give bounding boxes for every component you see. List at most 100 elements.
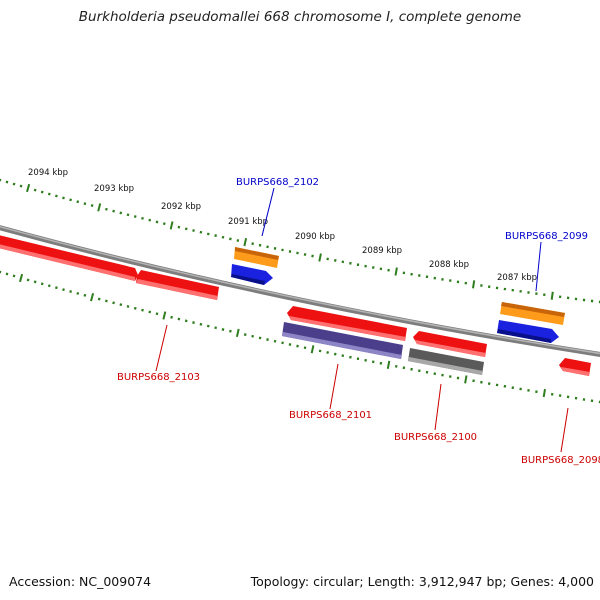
minor-tick — [141, 216, 144, 220]
cds-arrow — [497, 320, 559, 343]
minor-tick — [83, 293, 87, 297]
minor-tick — [387, 268, 390, 272]
minor-tick — [251, 242, 254, 246]
minor-tick — [258, 336, 262, 340]
minor-tick — [221, 235, 225, 239]
minor-tick — [5, 180, 9, 184]
feature-label[interactable]: BURPS668_2103 — [117, 372, 200, 383]
feature-burps668-2101[interactable] — [282, 306, 407, 410]
minor-tick — [214, 326, 217, 330]
minor-tick — [177, 317, 181, 321]
genome-summary-text: Topology: circular; Length: 3,912,947 bp… — [250, 574, 594, 589]
minor-tick — [371, 266, 375, 269]
minor-tick — [177, 225, 181, 229]
minor-tick — [148, 310, 152, 314]
minor-tick — [112, 301, 115, 305]
minor-tick — [229, 237, 232, 241]
feature-label[interactable]: BURPS668_2100 — [394, 432, 477, 443]
minor-tick — [69, 198, 72, 202]
major-tick — [318, 253, 322, 262]
major-tick — [26, 183, 31, 193]
major-tick — [19, 273, 24, 283]
minor-tick — [199, 322, 203, 326]
feature-burps668-2100[interactable] — [408, 331, 487, 431]
minor-tick — [133, 306, 137, 310]
feature-label[interactable]: BURPS668_2101 — [289, 410, 372, 421]
kbp-label: 2090 kbp — [295, 232, 335, 242]
feature-burps668-2098[interactable] — [559, 358, 591, 453]
minor-tick — [141, 308, 144, 312]
feature-label[interactable]: BURPS668_2099 — [505, 231, 588, 242]
major-tick — [394, 267, 398, 276]
minor-tick — [394, 364, 398, 368]
minor-tick — [26, 278, 30, 282]
major-tick — [169, 221, 174, 230]
major-tick — [90, 293, 95, 302]
minor-tick — [119, 211, 123, 215]
minor-tick — [199, 230, 203, 234]
minor-tick — [105, 207, 108, 211]
minor-tick — [288, 343, 292, 346]
minor-tick — [105, 299, 108, 303]
feature-burps668-2099[interactable] — [497, 241, 565, 343]
minor-tick — [40, 190, 44, 194]
minor-tick — [62, 288, 65, 292]
minor-tick — [33, 280, 37, 284]
minor-tick — [192, 321, 195, 325]
minor-tick — [281, 341, 284, 345]
minor-tick — [364, 358, 367, 362]
minor-tick — [33, 188, 37, 192]
minor-tick — [40, 282, 44, 286]
kbp-label: 2088 kbp — [429, 260, 469, 270]
minor-tick — [206, 232, 210, 236]
minor-tick — [243, 333, 247, 337]
kbp-label: 2087 kbp — [497, 273, 537, 283]
minor-tick — [184, 319, 188, 323]
feature-label[interactable]: BURPS668_2102 — [236, 177, 319, 188]
minor-tick — [62, 196, 65, 200]
minor-tick — [55, 286, 58, 290]
minor-tick — [162, 222, 166, 226]
minor-tick — [273, 339, 277, 343]
kbp-label: 2091 kbp — [228, 217, 268, 227]
minor-tick — [76, 291, 80, 295]
minor-tick — [119, 303, 123, 307]
cds-arrow — [231, 264, 273, 285]
minor-tick — [236, 239, 240, 242]
major-tick — [162, 311, 167, 320]
major-tick — [472, 280, 476, 289]
minor-tick — [296, 344, 299, 348]
outer-tick-ring — [0, 178, 600, 304]
minor-tick — [273, 246, 277, 250]
minor-tick — [303, 346, 307, 350]
major-tick — [550, 291, 554, 300]
feature-burps668-2102[interactable] — [231, 187, 279, 285]
minor-tick — [221, 328, 225, 331]
minor-tick — [214, 234, 217, 238]
minor-tick — [303, 253, 307, 256]
accession-text: Accession: NC_009074 — [9, 574, 152, 589]
major-tick — [542, 388, 546, 398]
major-tick — [97, 203, 102, 212]
minor-tick — [266, 245, 269, 249]
minor-tick — [155, 312, 159, 316]
major-tick — [386, 360, 391, 369]
minor-tick — [229, 329, 232, 333]
major-tick — [464, 375, 468, 384]
minor-tick — [19, 184, 23, 188]
minor-tick — [326, 351, 329, 354]
minor-tick — [433, 372, 437, 376]
minor-tick — [69, 290, 72, 293]
minor-tick — [184, 227, 188, 231]
feature-burps668-2103[interactable] — [0, 233, 219, 372]
minor-tick — [371, 360, 375, 364]
minor-tick — [126, 305, 130, 308]
minor-tick — [155, 220, 159, 224]
feature-label[interactable]: BURPS668_2098 — [521, 455, 600, 466]
kbp-label: 2093 kbp — [94, 184, 134, 194]
minor-tick — [5, 272, 9, 276]
minor-tick — [251, 334, 254, 338]
minor-tick — [333, 258, 337, 262]
